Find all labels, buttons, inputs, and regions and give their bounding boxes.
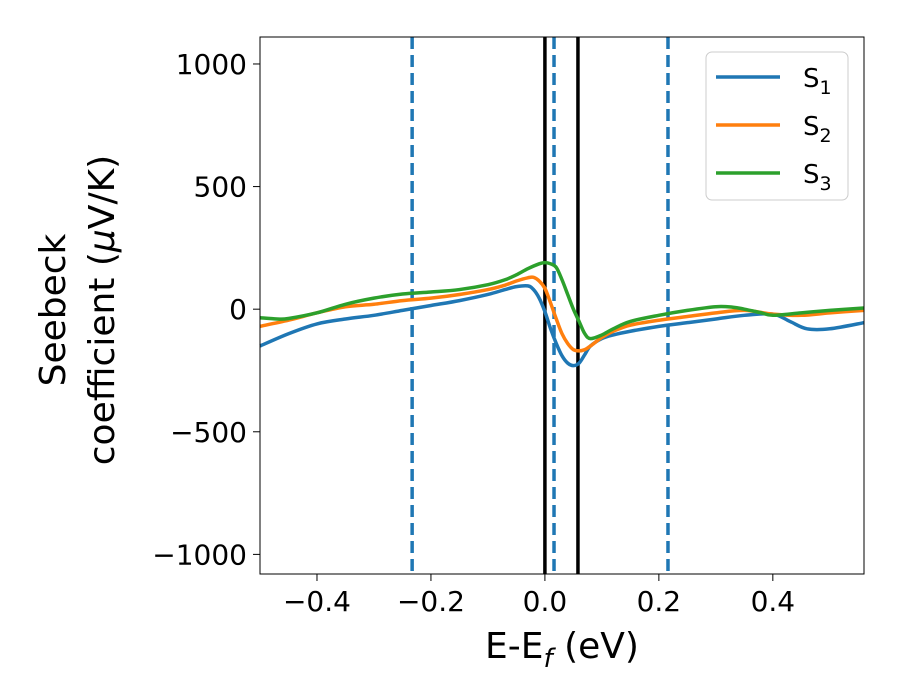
x-tick-label: 0.0 — [523, 585, 568, 618]
x-axis-ticks: −0.4 −0.2 0.0 0.2 0.4 — [283, 574, 795, 618]
series-line-s1 — [259, 283, 865, 368]
legend-label-s3: S3 — [803, 160, 832, 195]
series-lines — [259, 260, 865, 368]
y-tick-label: 1000 — [176, 48, 247, 81]
y-axis-ticks: −1000 −500 0 500 1000 — [152, 48, 260, 571]
x-tick-label: −0.4 — [283, 585, 351, 618]
reference-lines — [410, 37, 670, 574]
x-tick-label: −0.2 — [397, 585, 465, 618]
series-line-s2 — [259, 275, 865, 353]
x-tick-label: 0.2 — [637, 585, 682, 618]
y-axis-label: Seebeck coefficient (μV/K) — [33, 155, 123, 465]
plot-frame — [259, 36, 865, 575]
y-axis-label-line1: Seebeck — [33, 233, 74, 386]
y-tick-label: 500 — [194, 171, 247, 204]
y-tick-label: 0 — [229, 293, 247, 326]
x-axis-label: E-Ef (eV) — [485, 626, 639, 674]
series-line-s3 — [259, 260, 865, 341]
y-axis-label-line2: coefficient (μV/K) — [82, 155, 123, 465]
legend-label-s1: S1 — [803, 64, 832, 99]
legend-label-s2: S2 — [803, 112, 832, 147]
legend: S1 S2 S3 — [705, 51, 849, 201]
y-tick-label: −500 — [170, 416, 247, 449]
x-tick-label: 0.4 — [751, 585, 796, 618]
y-tick-label: −1000 — [152, 538, 247, 571]
